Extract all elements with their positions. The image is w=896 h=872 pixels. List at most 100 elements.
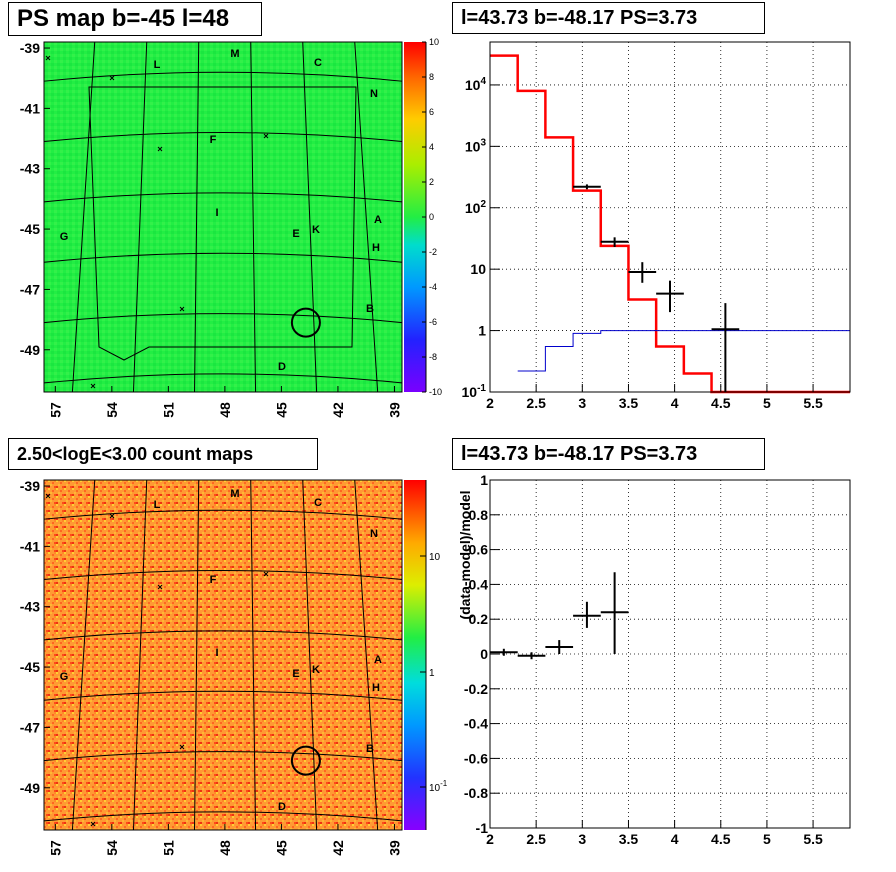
y-tick-label: -39: [20, 40, 40, 56]
roi-outline: [88, 86, 357, 361]
colorbar-tick-label: -10: [429, 387, 442, 397]
colorbar-tick-label: 10: [429, 552, 441, 563]
source-label-A: A: [374, 214, 382, 226]
y-tick-label: -49: [20, 780, 40, 796]
y-tick-label: -43: [20, 599, 40, 615]
grid-longitude-line: [194, 479, 200, 831]
y-tick-label: 0.2: [469, 611, 489, 627]
y-tick-label: 102: [465, 199, 487, 216]
x-tick-label: 2.5: [526, 831, 546, 847]
y-axis-label: (data-model)/model: [457, 490, 473, 619]
x-tick-label: 57: [47, 402, 63, 418]
plot-frame: [43, 479, 403, 831]
x-tick-label: 5: [763, 395, 771, 411]
grid-latitude-line: [43, 71, 403, 82]
source-cross-marker: [179, 306, 185, 312]
model-total-line: [490, 54, 850, 394]
source-label-D: D: [278, 361, 286, 373]
y-tick-label: -0.6: [464, 750, 488, 766]
grid-latitude-line: [43, 570, 403, 581]
source-label-N: N: [370, 528, 378, 540]
selected-source-circle: [290, 745, 321, 776]
grid-longitude-line: [354, 41, 379, 393]
source-cross-marker: [109, 513, 115, 519]
count-map-panel: M L C N F I A E K G H B D 57 54 51 48 45 42 39 -39 -41 -43 -45 -…: [20, 478, 448, 856]
source-label-G: G: [60, 671, 69, 683]
colorbar-tick-label: -8: [429, 352, 437, 362]
x-tick-label: 3: [578, 395, 586, 411]
source-cross-marker: [90, 821, 96, 827]
grid-latitude-line: [43, 313, 403, 324]
grid-longitude-line: [194, 41, 200, 393]
grid-longitude-line: [132, 41, 148, 393]
grid-longitude-line: [250, 41, 257, 393]
y-tick-label: 0.8: [469, 507, 489, 523]
plot-frame: [489, 41, 851, 393]
source-cross-marker: [45, 55, 51, 61]
source-label-I: I: [215, 647, 218, 659]
source-cross-marker: [157, 584, 163, 590]
count-map-image: [44, 480, 402, 830]
source-label-C: C: [314, 497, 322, 509]
colorbar-tick-label: 6: [429, 107, 434, 117]
grid-latitude-line: [43, 373, 403, 384]
source-cross-marker: [263, 133, 269, 139]
x-tick-label: 45: [273, 402, 289, 418]
colorbar-tick-label: 4: [429, 142, 434, 152]
x-tick-label: 4.5: [711, 395, 731, 411]
source-cross-marker: [109, 75, 115, 81]
grid-latitude-line: [43, 630, 403, 641]
source-label-G: G: [60, 231, 69, 243]
grid-longitude-line: [71, 41, 96, 393]
x-tick-label: 39: [386, 840, 402, 856]
colorbar-tick-label: 1: [429, 668, 435, 679]
source-label-C: C: [314, 57, 322, 69]
colorbar: [404, 42, 426, 392]
y-tick-label: -0.4: [464, 716, 488, 732]
selected-source-circle: [290, 307, 321, 338]
grid-latitude-line: [43, 252, 403, 263]
x-tick-label: 2: [486, 395, 494, 411]
x-tick-label: 54: [104, 840, 120, 856]
x-tick-label: 2.5: [526, 395, 546, 411]
colorbar-tick-label: -2: [429, 247, 437, 257]
x-tick-label: 51: [160, 402, 176, 418]
source-label-K: K: [312, 664, 320, 676]
colorbar-tick-label: 0: [429, 212, 434, 222]
spectrum-panel: 2 2.5 3 3.5 4 4.5 5 5.5 10-1 1 10 102 103 104: [462, 41, 851, 411]
source-label-H: H: [372, 242, 380, 254]
y-tick-label: -0.8: [464, 785, 488, 801]
y-tick-label: -41: [20, 100, 40, 116]
source-label-F: F: [210, 134, 217, 146]
x-tick-label: 48: [217, 840, 233, 856]
source-label-K: K: [312, 224, 320, 236]
source-label-B: B: [366, 743, 374, 755]
x-tick-label: 48: [217, 402, 233, 418]
residual-panel: 2 2.5 3 3.5 4 4.5 5 5.5 1 0.8 0.6 0.4 0.2 0 -0.2 -0.4 -0…: [457, 472, 851, 847]
source-cross-marker: [90, 383, 96, 389]
grid-longitude-line: [354, 479, 379, 831]
source-cross-marker: [45, 493, 51, 499]
y-tick-label: -47: [20, 281, 40, 297]
y-tick-label: -1: [476, 820, 489, 836]
y-tick-label: -43: [20, 161, 40, 177]
x-tick-label: 51: [160, 840, 176, 856]
y-tick-label: -47: [20, 719, 40, 735]
grid-latitude-line: [43, 690, 403, 701]
colorbar: [404, 480, 426, 830]
x-tick-label: 45: [273, 840, 289, 856]
ps-map-title: PS map b=-45 l=48: [8, 2, 262, 36]
x-tick-label: 39: [386, 402, 402, 418]
x-tick-label: 4.5: [711, 831, 731, 847]
y-tick-label: 10: [470, 261, 486, 277]
y-tick-label: 0.4: [469, 576, 489, 592]
plot-frame: [43, 41, 403, 393]
x-tick-label: 4: [671, 831, 679, 847]
source-label-F: F: [210, 574, 217, 586]
x-tick-label: 5.5: [803, 831, 823, 847]
source-label-N: N: [370, 88, 378, 100]
count-map-title: 2.50<logE<3.00 count maps: [8, 438, 318, 470]
y-tick-label: 0: [480, 646, 488, 662]
